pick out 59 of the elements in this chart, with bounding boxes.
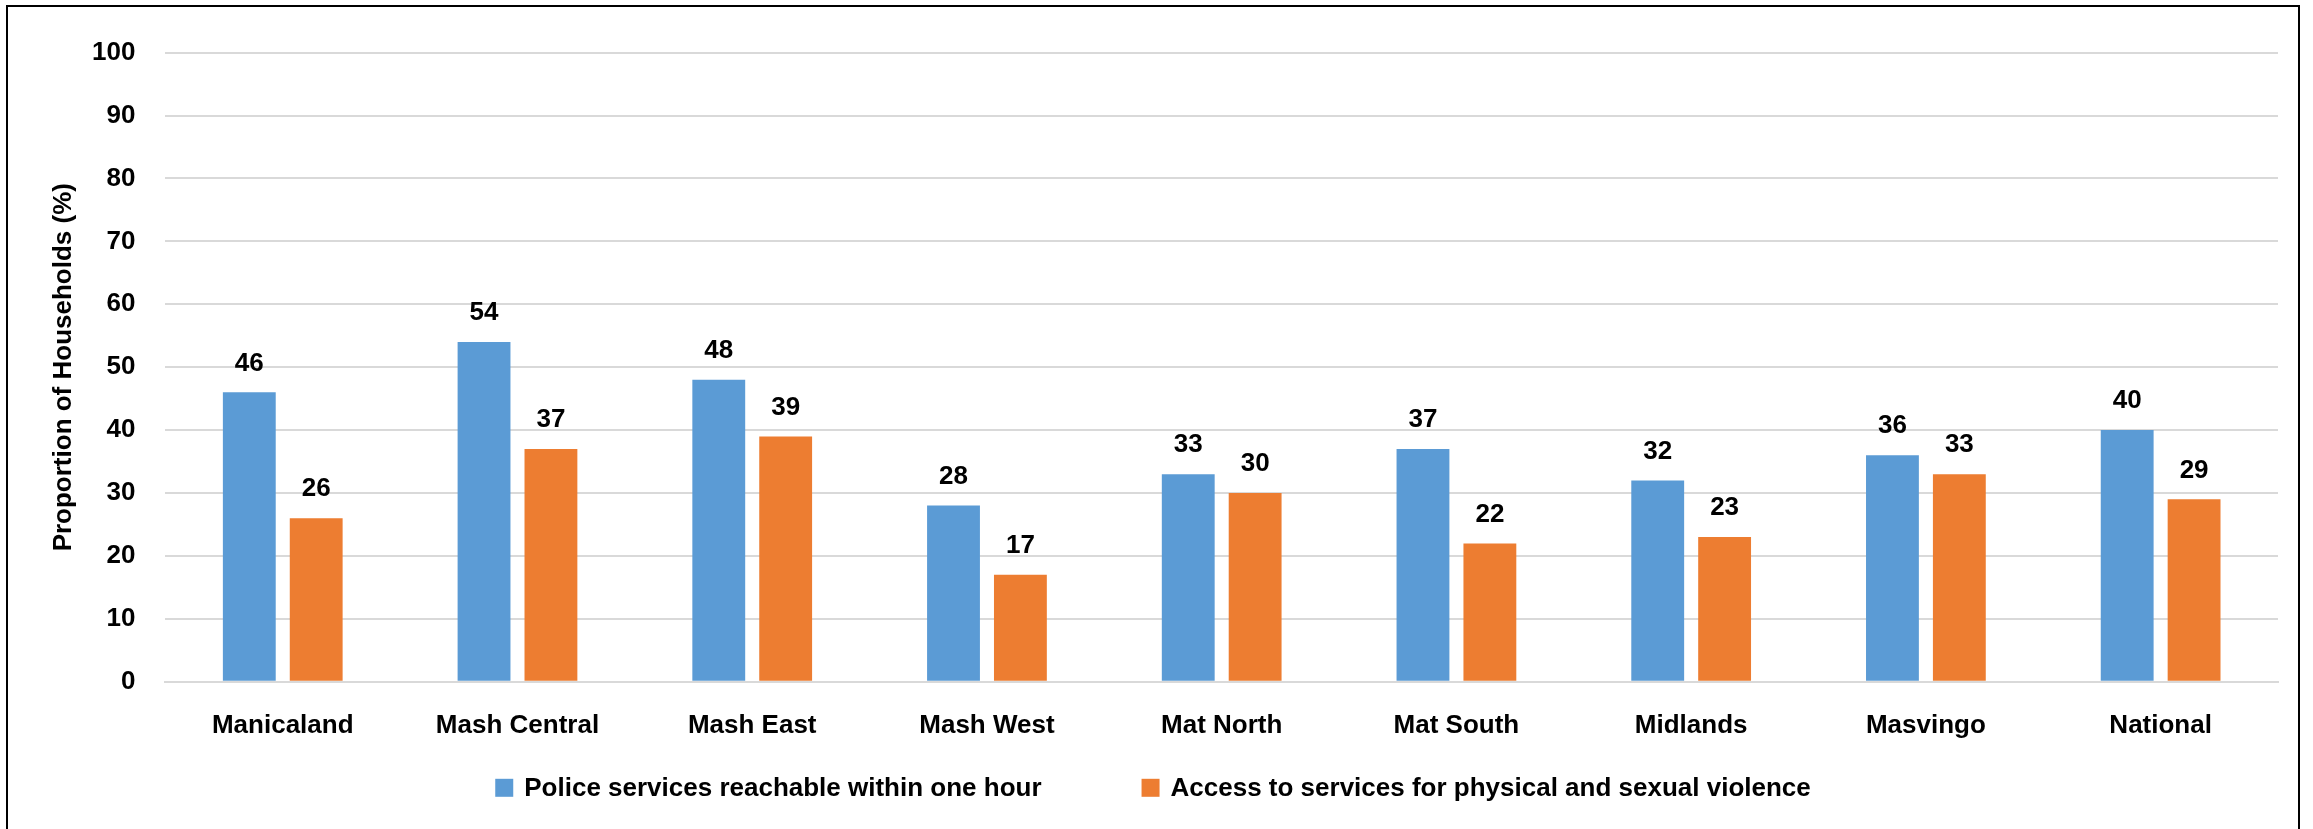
bar: [1932, 474, 1986, 681]
y-axis-title: Proportion of Households (%): [46, 183, 77, 552]
data-label: 39: [771, 390, 801, 421]
x-tick-label: National: [2109, 708, 2212, 739]
data-label: 33: [1944, 428, 1974, 459]
bar: [1161, 474, 1215, 681]
data-label: 36: [1877, 409, 1907, 440]
y-tick-label: 50: [106, 350, 136, 381]
data-label: 28: [939, 459, 968, 490]
data-label: 32: [1643, 434, 1673, 465]
y-tick-label: 10: [106, 602, 136, 633]
data-label: 22: [1475, 497, 1505, 528]
bar: [1396, 449, 1450, 681]
bar: [289, 518, 343, 681]
legend-label: Access to services for physical and sexual violence: [1170, 771, 1811, 802]
y-tick-label: 40: [106, 413, 136, 444]
data-label: 23: [1710, 491, 1740, 522]
bar: [692, 379, 746, 681]
y-tick-label: 80: [106, 161, 136, 192]
x-tick-label: Mash Central: [435, 708, 600, 739]
x-tick-label: Mash East: [687, 708, 817, 739]
y-tick-label: 60: [106, 287, 136, 318]
bar: [1228, 493, 1282, 681]
bar: [993, 574, 1047, 681]
y-tick-label: 20: [106, 539, 136, 570]
y-tick-label: 30: [106, 476, 136, 507]
bar: [1866, 455, 1919, 681]
data-label: 17: [1005, 529, 1035, 560]
bar: [524, 449, 578, 681]
legend-label: Police services reachable within one hour: [524, 771, 1042, 802]
y-tick-label: 0: [120, 664, 136, 695]
x-tick-label: Mat South: [1393, 708, 1520, 739]
bar: [2167, 499, 2221, 681]
bar: [457, 342, 511, 681]
bar: [1463, 543, 1517, 681]
x-tick-label: Masvingo: [1865, 708, 1986, 739]
x-tick-label: Midlands: [1634, 708, 1748, 739]
x-tick-label: Mat North: [1161, 708, 1283, 739]
bar: [1698, 537, 1752, 681]
bar: [2100, 430, 2154, 681]
data-label: 48: [704, 333, 734, 364]
bar: [759, 436, 813, 681]
data-label: 37: [1408, 403, 1438, 434]
y-tick-label: 100: [91, 35, 136, 66]
data-label: 33: [1173, 428, 1203, 459]
bar: [1631, 480, 1685, 681]
x-tick-label: Manicaland: [211, 708, 354, 739]
y-tick-label: 70: [106, 224, 136, 255]
bar: [222, 392, 276, 681]
data-label: 37: [536, 403, 566, 434]
data-label: 46: [234, 346, 264, 377]
y-tick-label: 90: [106, 98, 136, 129]
data-label: 26: [301, 472, 331, 503]
data-label: 54: [469, 296, 500, 327]
data-label: 40: [2112, 384, 2142, 415]
data-label: 29: [2179, 453, 2209, 484]
x-tick-label: Mash West: [919, 708, 1055, 739]
bar: [927, 505, 980, 681]
data-label: 30: [1240, 447, 1270, 478]
